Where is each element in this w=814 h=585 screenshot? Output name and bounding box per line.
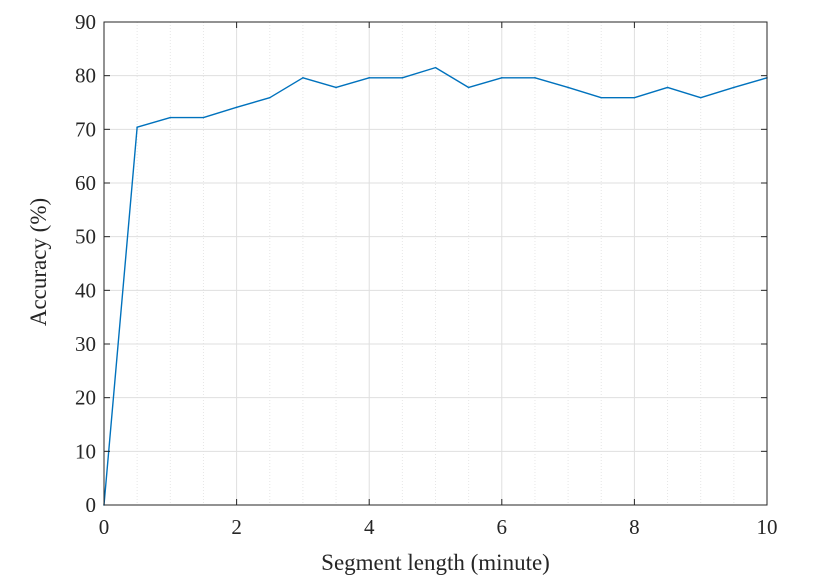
- data-point: [633, 96, 636, 99]
- data-point: [235, 106, 238, 109]
- y-tick-label: 90: [75, 10, 96, 34]
- y-tick-label: 40: [75, 278, 96, 302]
- data-point: [567, 86, 569, 89]
- x-tick-label: 8: [629, 515, 640, 539]
- x-axis-label: Segment length (minute): [321, 550, 550, 575]
- y-tick-label: 30: [75, 332, 96, 356]
- data-point: [368, 77, 371, 79]
- x-tick-label: 6: [497, 515, 508, 539]
- data-point: [268, 96, 271, 99]
- data-point: [401, 77, 404, 79]
- y-tick-label: 80: [75, 64, 96, 88]
- x-tick-label: 10: [757, 515, 778, 539]
- y-tick-label: 10: [75, 439, 96, 463]
- grid: [104, 22, 767, 505]
- data-point: [699, 96, 702, 99]
- data-point: [335, 86, 337, 89]
- y-tick-label: 50: [75, 225, 96, 249]
- data-point: [202, 116, 205, 119]
- data-point: [501, 77, 503, 79]
- tick-labels: 0 2 4 6 8 10 0 10 20 30 40 50 60 70 80 90: [75, 10, 778, 539]
- data-point: [600, 96, 603, 99]
- data-point: [434, 66, 437, 69]
- data-point: [169, 116, 172, 119]
- x-tick-label: 0: [99, 515, 110, 539]
- x-tick-label: 4: [364, 515, 375, 539]
- x-tick-label: 2: [231, 515, 242, 539]
- y-tick-label: 70: [75, 117, 96, 141]
- axes: [103, 21, 768, 506]
- y-tick-label: 20: [75, 386, 96, 410]
- data-point: [136, 126, 138, 128]
- data-point: [302, 77, 304, 79]
- data-point: [666, 86, 669, 89]
- series-layer: [103, 66, 768, 506]
- data-point: [733, 86, 735, 89]
- y-axis-label: Accuracy (%): [26, 198, 51, 326]
- data-point: [467, 86, 470, 89]
- y-tick-label: 0: [86, 493, 97, 517]
- plot-frame: [103, 21, 768, 506]
- y-tick-label: 60: [75, 171, 96, 195]
- data-point: [534, 77, 536, 79]
